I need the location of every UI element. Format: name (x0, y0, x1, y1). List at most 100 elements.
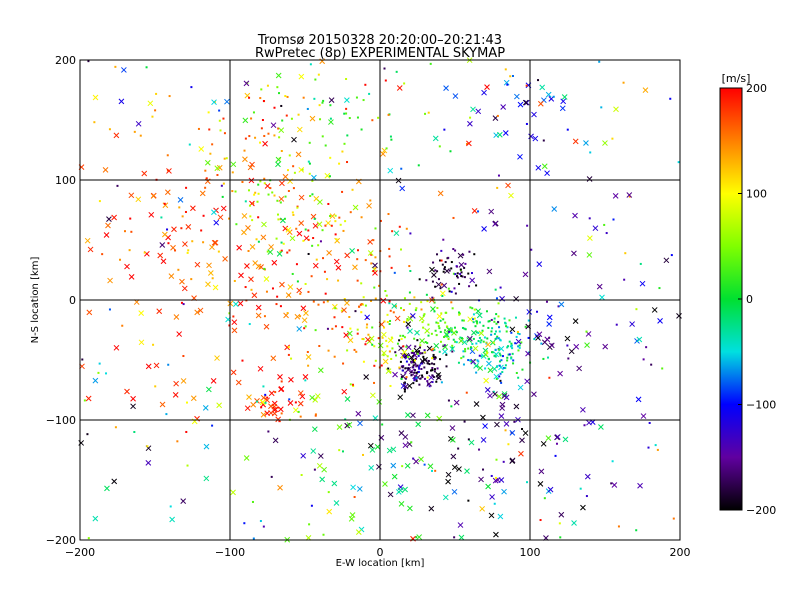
echo-cross (214, 355, 220, 361)
echo-dot (292, 213, 295, 216)
echo-dot (413, 337, 416, 340)
echo-dot (474, 325, 477, 328)
echo-dot (622, 81, 625, 84)
echo-dot (355, 96, 358, 99)
echo-dot (418, 364, 421, 367)
echo-dot (453, 326, 456, 329)
echo-dot (267, 132, 270, 135)
echo-cross (300, 452, 307, 459)
echo-dot (648, 421, 651, 424)
echo-dot (345, 112, 348, 115)
echo-dot (307, 364, 310, 367)
echo-dot (190, 86, 193, 89)
echo-dot (364, 343, 367, 346)
echo-dot (260, 127, 263, 130)
echo-cross (407, 505, 413, 512)
echo-dot (436, 307, 439, 310)
echo-cross (450, 437, 456, 443)
echo-dot (475, 371, 478, 374)
echo-dot (407, 367, 410, 370)
echo-cross (211, 99, 217, 106)
echo-cross (299, 393, 306, 400)
echo-cross (374, 443, 381, 450)
echo-dot (493, 332, 496, 335)
echo-dot (506, 83, 509, 86)
echo-dot (434, 356, 437, 359)
echo-dot (383, 67, 386, 70)
echo-cross (415, 421, 422, 428)
echo-dot (307, 229, 310, 232)
echo-cross (461, 339, 468, 346)
echo-dot (176, 440, 179, 443)
echo-cross (466, 140, 472, 147)
echo-cross (355, 529, 362, 536)
echo-cross (285, 226, 292, 233)
echo-dot (426, 362, 429, 365)
echo-dot (450, 261, 453, 264)
echo-cross (277, 406, 284, 413)
echo-cross (177, 197, 184, 203)
echo-dot (658, 287, 661, 290)
echo-cross (537, 100, 544, 107)
echo-cross (197, 307, 204, 314)
echo-dot (453, 536, 456, 539)
echo-dot (197, 127, 200, 130)
echo-cross (391, 473, 398, 480)
echo-dot (346, 134, 349, 137)
echo-dot (275, 237, 278, 240)
echo-dot (263, 177, 266, 180)
echo-dot (395, 70, 398, 73)
echo-dot (566, 128, 569, 131)
echo-cross (418, 315, 425, 322)
echo-cross (562, 436, 569, 443)
y-ticks: −200 −100 0 100 200 (46, 54, 86, 547)
echo-dot (342, 362, 345, 365)
echo-dot (291, 211, 294, 214)
echo-dot (473, 308, 476, 311)
echo-cross (457, 522, 464, 528)
echo-cross (602, 140, 608, 146)
echo-dot (130, 230, 133, 233)
echo-dot (457, 447, 460, 450)
echo-dot (511, 352, 514, 355)
echo-dot (322, 257, 325, 260)
echo-cross (325, 220, 332, 226)
echo-dot (494, 476, 497, 479)
y-tick-label: −100 (46, 414, 76, 427)
echo-cross (517, 384, 524, 391)
echo-cross (482, 423, 488, 429)
echo-dot (433, 348, 436, 351)
echo-cross (87, 246, 94, 253)
echo-dot (517, 332, 520, 335)
echo-cross (128, 192, 135, 199)
echo-dot (167, 363, 170, 366)
x-axis-label: E-W location [km] (336, 558, 425, 569)
echo-dot (296, 280, 299, 283)
echo-dot (404, 367, 407, 370)
echo-dot (434, 469, 437, 472)
echo-dot (496, 114, 499, 117)
echo-cross (369, 447, 376, 453)
echo-dot (440, 259, 443, 262)
echo-cross (270, 122, 277, 129)
echo-dot (186, 464, 189, 467)
echo-cross (235, 379, 242, 386)
echo-cross (637, 482, 643, 489)
echo-dot (459, 268, 462, 271)
echo-dot (114, 65, 117, 68)
echo-dot (307, 238, 310, 241)
echo-cross (309, 394, 315, 401)
echo-cross (430, 306, 436, 312)
echo-dot (469, 359, 472, 362)
echo-dot (133, 130, 136, 133)
echo-dot (290, 357, 293, 360)
echo-dot (280, 241, 283, 244)
echo-cross (568, 348, 575, 355)
echo-dot (610, 482, 613, 485)
echo-dot (403, 297, 406, 300)
echo-cross (394, 315, 401, 322)
echo-dot (324, 292, 327, 295)
echo-cross (458, 337, 464, 344)
echo-cross (85, 395, 92, 402)
echo-dot (431, 367, 434, 370)
